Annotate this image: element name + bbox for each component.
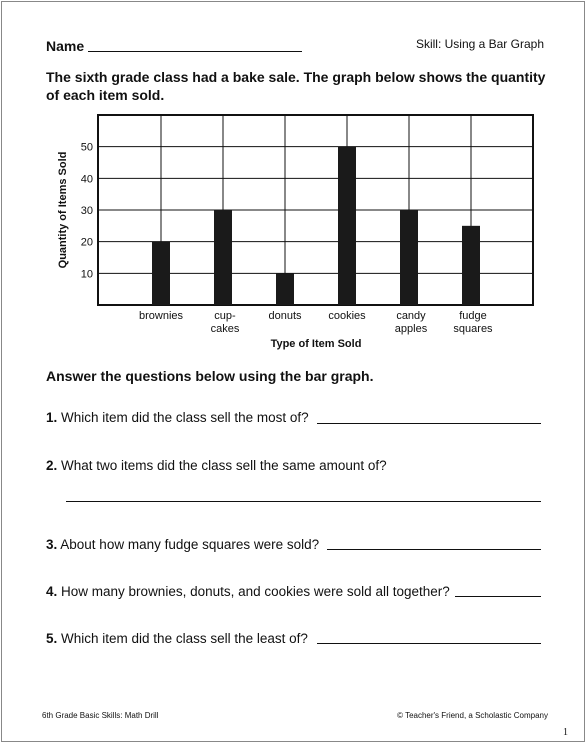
y-tick-label: 20 [81,237,93,249]
bar [214,210,232,305]
answer-line-3[interactable] [327,549,541,550]
bar [152,241,170,305]
answer-line-5[interactable] [317,643,541,644]
question-5: 5. Which item did the class sell the lea… [46,631,308,646]
page-number: 1 [563,727,568,738]
x-tick-label: cakes [211,323,240,335]
bar [462,225,480,305]
question-3: 3. About how many fudge squares were sol… [46,537,319,552]
question-text: About how many fudge squares were sold? [60,537,320,552]
question-1: 1. Which item did the class sell the mos… [46,410,309,425]
question-4: 4. How many brownies, donuts, and cookie… [46,584,450,599]
y-axis-label: Quantity of Items Sold [57,152,69,269]
instructions: Answer the questions below using the bar… [46,368,374,384]
question-number: 4. [46,584,58,599]
question-number: 2. [46,458,58,473]
question-text: What two items did the class sell the sa… [61,458,387,473]
x-axis-label: Type of Item Sold [271,338,362,350]
y-tick-label: 30 [81,205,93,217]
question-number: 3. [46,537,58,552]
bar-chart: 10 20 30 40 50 brownies cup-cakes donuts cookies… [57,114,534,350]
intro-text: The sixth grade class had a bake sale. T… [46,69,546,103]
question-text: Which item did the class sell the most o… [61,410,309,425]
x-tick-label: apples [395,323,428,335]
question-number: 1. [46,410,58,425]
question-number: 5. [46,631,58,646]
question-2: 2. What two items did the class sell the… [46,458,387,473]
y-tick-label: 50 [81,142,93,154]
answer-line-1[interactable] [317,423,541,424]
x-tick-label: cup- [214,310,236,322]
skill-label: Skill: Using a Bar Graph [415,37,544,51]
question-text: How many brownies, donuts, and cookies w… [61,584,450,599]
footer-copyright: © Teacher's Friend, a Scholastic Company [397,711,548,720]
x-tick-label: brownies [139,310,184,322]
x-tick-label: candy [396,310,426,322]
answer-line-4[interactable] [455,596,541,597]
bar [400,210,418,305]
y-tick-label: 10 [81,268,93,280]
name-label: Name [46,38,85,54]
name-answer-line[interactable] [88,51,302,52]
y-tick-label: 40 [81,173,93,185]
bar [276,273,294,305]
x-tick-label: donuts [268,310,302,322]
x-tick-label: fudge [459,310,487,322]
answer-line-2[interactable] [66,501,541,502]
plot-frame [97,114,534,306]
bar [338,146,356,305]
footer-book-title: 6th Grade Basic Skills: Math Drill [42,711,159,720]
x-tick-label: squares [453,323,493,335]
question-text: Which item did the class sell the least … [61,631,308,646]
x-tick-label: cookies [328,310,366,322]
